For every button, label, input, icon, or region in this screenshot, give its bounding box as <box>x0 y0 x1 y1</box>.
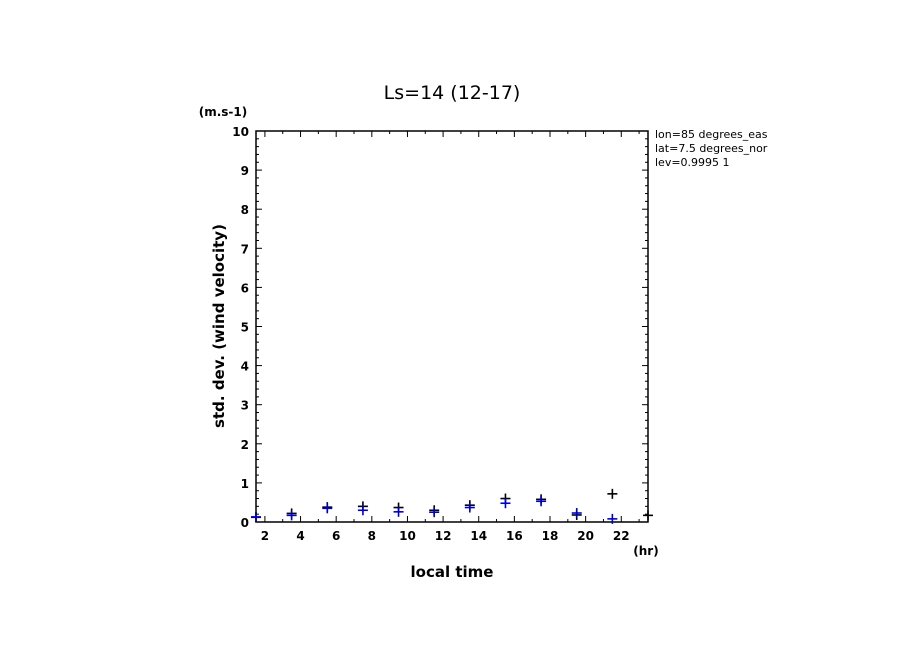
y-tick-label: 5 <box>241 321 249 335</box>
y-tick-label: 0 <box>241 516 249 530</box>
y-tick-label: 3 <box>241 399 249 413</box>
y-unit-label: (m.s-1) <box>199 105 248 119</box>
chart-title: Ls=14 (12-17) <box>384 82 521 104</box>
data-point-series-2 <box>357 505 368 516</box>
y-tick-label: 6 <box>241 281 249 295</box>
y-tick-label: 9 <box>241 164 249 178</box>
x-tick-label: 4 <box>296 529 304 543</box>
x-tick-label: 8 <box>368 529 376 543</box>
y-tick-label: 4 <box>241 360 249 374</box>
annotation-lon: lon=85 degrees_eas <box>655 128 768 141</box>
plot-frame <box>255 130 649 523</box>
data-point-series-2 <box>536 496 547 507</box>
x-tick-label: 14 <box>470 529 487 543</box>
data-points <box>251 488 653 524</box>
y-tick-label: 2 <box>241 438 249 452</box>
data-point-series-2 <box>286 510 297 521</box>
data-point-series-1 <box>607 488 618 499</box>
x-tick-label: 10 <box>399 529 416 543</box>
x-tick-label: 12 <box>435 529 452 543</box>
data-point-series-2 <box>322 503 333 514</box>
x-tick-label: 18 <box>542 529 559 543</box>
data-point-series-2 <box>251 512 261 523</box>
data-point-series-2 <box>607 513 618 524</box>
annotation-lat: lat=7.5 degrees_nor <box>655 142 768 155</box>
x-unit-label: (hr) <box>633 544 658 558</box>
x-axis-label: local time <box>411 563 494 581</box>
x-tick-label: 20 <box>577 529 594 543</box>
y-tick-label: 7 <box>241 242 249 256</box>
data-point-series-2 <box>429 507 440 518</box>
x-tick-label: 16 <box>506 529 523 543</box>
y-tick-label: 10 <box>232 125 249 139</box>
data-point-series-2 <box>393 506 404 517</box>
y-tick-label: 8 <box>241 203 249 217</box>
x-tick-label: 6 <box>332 529 340 543</box>
x-tick-label: 22 <box>613 529 630 543</box>
data-point-series-2 <box>571 508 582 519</box>
x-tick-label: 2 <box>261 529 269 543</box>
y-tick-label: 1 <box>241 477 249 491</box>
data-point-series-2 <box>464 502 475 513</box>
data-point-series-1 <box>643 510 653 521</box>
y-axis-label: std. dev. (wind velocity) <box>210 224 228 428</box>
annotation-lev: lev=0.9995 1 <box>655 156 730 169</box>
data-point-series-2 <box>500 498 511 509</box>
